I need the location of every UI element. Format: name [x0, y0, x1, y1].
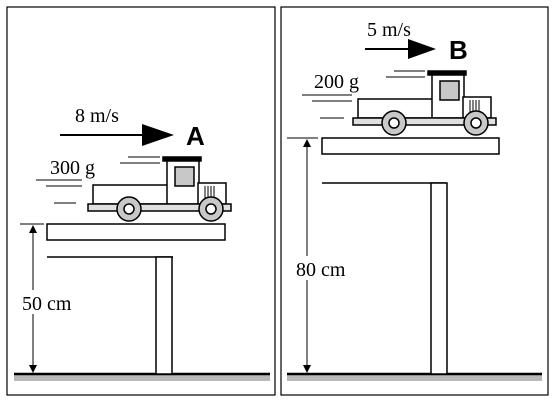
truck-wheel-front: [198, 196, 224, 222]
panel-a-table-top: [46, 223, 226, 241]
panel-b-truck: [352, 70, 497, 136]
panel-b-table-leg: [430, 182, 448, 375]
panel-b-speed-label: 5 m/s: [367, 19, 411, 41]
panel-b-border: [280, 6, 549, 396]
truck-wheel-front: [463, 110, 489, 136]
panel-b-height-dimension: 80 cm: [287, 137, 362, 373]
truck-wheel-rear: [381, 110, 407, 136]
truck-window: [439, 80, 460, 101]
panel-b-table: [321, 137, 500, 375]
truck-wheel-rear: [116, 196, 142, 222]
truck-roof-bar: [162, 156, 202, 162]
panel-a-table: [46, 223, 226, 375]
panel-a-truck: [87, 156, 232, 222]
panel-a-motion-lines: [36, 156, 160, 204]
truck-roof-bar: [427, 70, 467, 76]
panel-a-ground: [14, 374, 270, 381]
panel-a-truck-label: A: [186, 121, 205, 151]
panel-a-height-label: 50 cm: [22, 293, 72, 315]
panel-b-ground: [287, 374, 542, 381]
panel-b: 80 cm 5 m/s B 200 g: [280, 6, 549, 396]
panel-b-table-top: [321, 137, 500, 155]
panel-a-speed-label: 8 m/s: [75, 105, 119, 127]
panel-a-border: [6, 6, 276, 396]
panel-a: 50 cm 8 m/s A 300 g: [6, 6, 276, 396]
truck-chassis: [87, 203, 232, 212]
panel-b-truck-label: B: [449, 35, 468, 65]
panel-a-mass-label: 300 g: [50, 157, 95, 179]
panel-a-table-leg: [155, 256, 173, 375]
panel-a-height-dimension: 50 cm: [20, 223, 90, 373]
truck-window: [174, 166, 195, 187]
panel-b-height-label: 80 cm: [296, 259, 346, 281]
panel-b-mass-label: 200 g: [314, 71, 359, 93]
truck-chassis: [352, 117, 497, 126]
panel-b-motion-lines: [302, 70, 425, 119]
